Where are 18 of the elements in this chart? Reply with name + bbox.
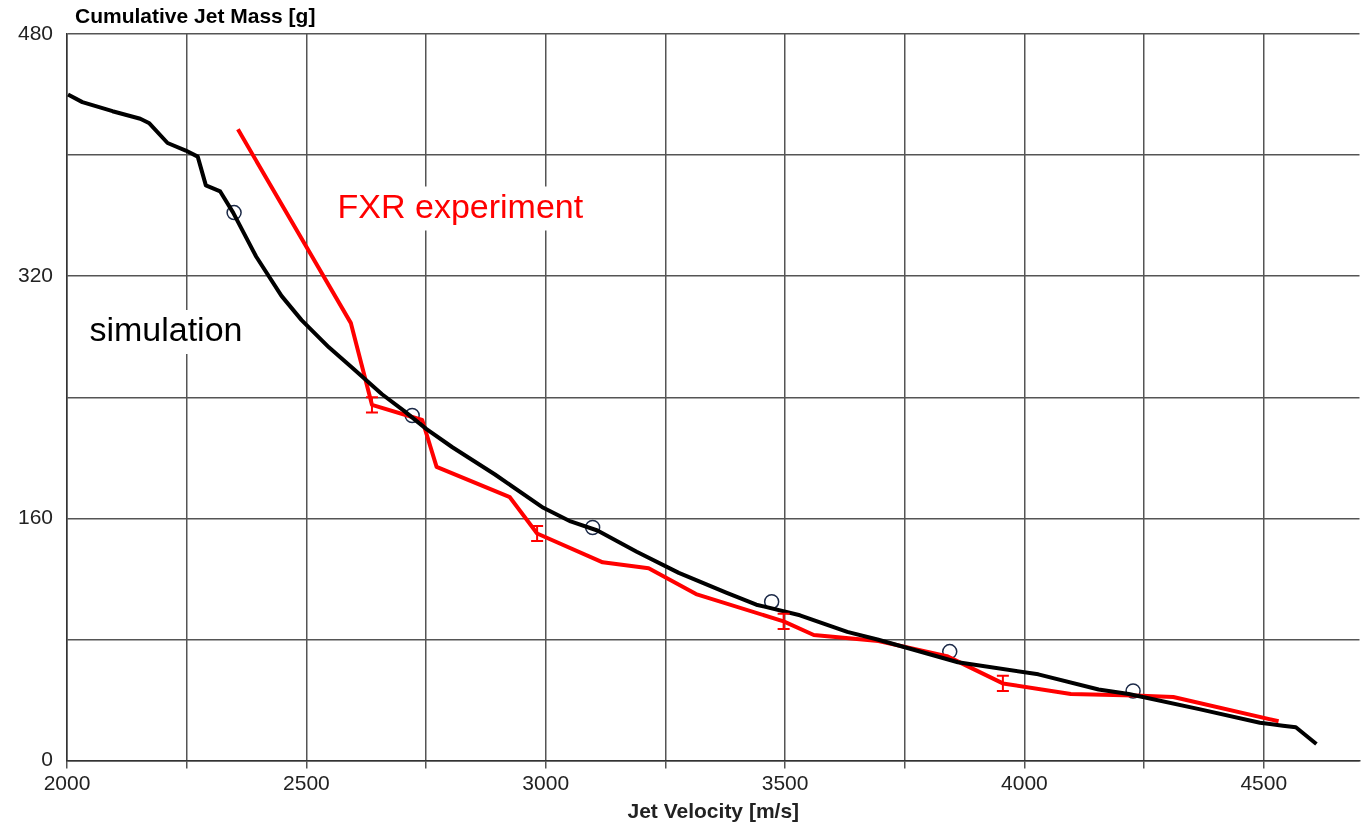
x-tick-label: 2500 (283, 771, 330, 794)
x-tick-label: 4500 (1240, 771, 1288, 794)
point (404, 407, 420, 424)
point (584, 519, 601, 536)
y-tick-label: 0 (41, 747, 54, 771)
y-tick-label: 480 (17, 20, 54, 44)
series-label: simulation (89, 310, 243, 349)
point (1125, 683, 1141, 699)
y-tick-label: 320 (17, 263, 54, 286)
x-axis-title: Jet Velocity [m/s] (627, 799, 800, 823)
x-tick-label: 4000 (1001, 771, 1048, 794)
x-tick-label: 2000 (43, 771, 91, 794)
y-axis-title: Cumulative Jet Mass [g] (75, 4, 316, 28)
series-label: FXR experiment (337, 186, 584, 225)
point (226, 204, 242, 221)
x-tick-label: 3000 (522, 771, 570, 794)
x-tick-label: 3500 (761, 771, 809, 794)
y-tick-label: 160 (17, 505, 54, 529)
